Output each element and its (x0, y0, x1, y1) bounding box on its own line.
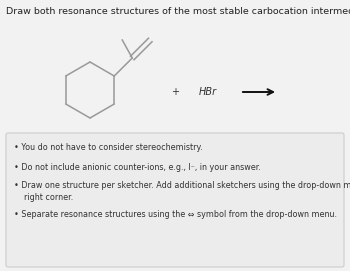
Text: • Draw one structure per sketcher. Add additional sketchers using the drop-down : • Draw one structure per sketcher. Add a… (14, 181, 350, 190)
Text: Draw both resonance structures of the most stable carbocation intermediate in th: Draw both resonance structures of the mo… (6, 7, 350, 16)
Text: +: + (171, 87, 179, 97)
Text: • Do not include anionic counter-ions, e.g., I⁻, in your answer.: • Do not include anionic counter-ions, e… (14, 163, 261, 172)
Text: HBr: HBr (199, 87, 217, 97)
Text: • You do not have to consider stereochemistry.: • You do not have to consider stereochem… (14, 143, 203, 152)
Text: right corner.: right corner. (14, 193, 73, 202)
Text: • Separate resonance structures using the ⇔ symbol from the drop-down menu.: • Separate resonance structures using th… (14, 210, 337, 219)
FancyBboxPatch shape (6, 133, 344, 267)
